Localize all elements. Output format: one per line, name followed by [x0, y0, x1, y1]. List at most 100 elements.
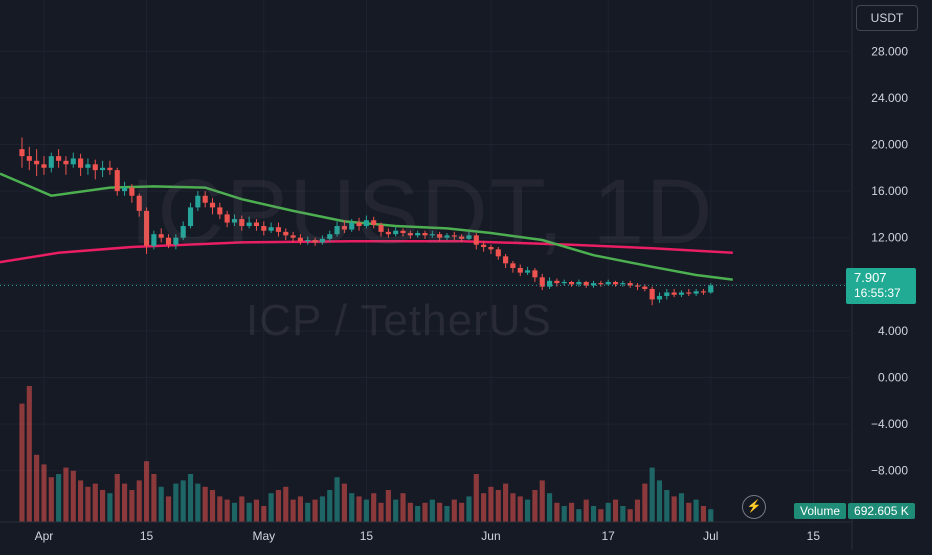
candle-body	[136, 195, 142, 211]
volume-bar	[700, 506, 707, 522]
volume-bar	[231, 502, 238, 522]
x-tick-label: 15	[140, 529, 154, 543]
candle-body	[693, 291, 699, 294]
x-tick-label: Jul	[703, 529, 718, 543]
volume-bar	[363, 499, 369, 522]
candle-body	[268, 227, 274, 231]
volume-bar	[598, 509, 604, 522]
candle-body	[627, 283, 633, 286]
volume-bar	[92, 483, 98, 522]
candle-body	[590, 283, 597, 286]
volume-bar	[561, 506, 567, 522]
candle-body	[327, 234, 333, 239]
candle-body	[209, 202, 216, 208]
candle-body	[187, 207, 194, 227]
candle-body	[708, 285, 714, 293]
candle-body	[686, 292, 692, 294]
volume-bar	[371, 493, 377, 522]
candle-body	[407, 233, 413, 236]
candle-body	[488, 247, 494, 250]
candle-body	[671, 292, 677, 295]
candle-body	[312, 240, 318, 243]
volume-bar	[26, 386, 32, 522]
volume-bar	[583, 499, 589, 522]
volume-bar	[437, 502, 443, 522]
volume-bar	[459, 502, 465, 522]
candle-body	[656, 295, 663, 300]
candle-body	[180, 226, 186, 238]
volume-bar	[466, 496, 472, 522]
volume-bar	[620, 506, 626, 522]
volume-bar	[539, 480, 545, 522]
candle-body	[525, 270, 531, 273]
volume-bar	[649, 467, 655, 522]
y-tick-label: 20.000	[871, 137, 908, 151]
volume-bar	[34, 454, 40, 522]
volume-bar	[393, 499, 399, 522]
volume-bar	[78, 480, 84, 522]
candle-body	[568, 281, 575, 285]
volume-bar	[378, 502, 384, 522]
volume-bar	[473, 474, 479, 522]
candle-body	[48, 156, 54, 168]
volume-bar	[503, 483, 509, 522]
volume-bar	[341, 483, 347, 522]
volume-bar	[327, 490, 333, 522]
lightning-icon[interactable]: ⚡	[742, 495, 766, 519]
volume-bar	[422, 502, 428, 522]
volume-bar	[671, 496, 677, 522]
candle-body	[283, 231, 289, 236]
volume-bar	[385, 490, 391, 522]
candle-body	[78, 158, 84, 168]
volume-bar	[297, 496, 303, 522]
symbol-watermark: ICPUSDT, 1D	[130, 161, 715, 263]
candle-body	[63, 160, 69, 165]
volume-bar	[48, 477, 54, 522]
volume-bar	[451, 499, 457, 522]
candle-body	[554, 280, 560, 284]
volume-bar	[319, 496, 325, 522]
volume-bar	[656, 480, 663, 522]
volume-bar	[56, 474, 62, 522]
currency-selector[interactable]: USDT	[856, 5, 918, 31]
candle-body	[231, 219, 238, 223]
x-tick-label: 15	[807, 529, 821, 543]
candle-body	[41, 164, 47, 168]
volume-bar	[605, 502, 611, 522]
candle-body	[92, 164, 98, 171]
candle-body	[356, 222, 362, 227]
candle-body	[473, 235, 479, 245]
candle-body	[576, 281, 582, 285]
candle-body	[275, 227, 282, 232]
volume-bar	[488, 486, 494, 522]
volume-bar	[576, 509, 582, 522]
volume-bar	[180, 480, 186, 522]
candle-body	[290, 235, 296, 238]
volume-bar	[510, 493, 516, 522]
volume-label: Volume	[794, 503, 847, 519]
volume-bar	[642, 483, 648, 522]
candle-body	[481, 244, 487, 248]
volume-bar	[664, 490, 670, 522]
candle-body	[422, 233, 428, 236]
volume-bar	[283, 486, 289, 522]
x-tick-label: Jun	[481, 529, 500, 543]
ma-slow-line	[0, 239, 733, 264]
candle-body	[437, 234, 443, 238]
pair-name-watermark: ICP / TetherUS	[246, 296, 552, 345]
x-tick-label: 15	[360, 529, 374, 543]
candle-body	[224, 214, 230, 223]
volume-bar	[547, 493, 553, 522]
candle-body	[503, 256, 509, 264]
volume-bar	[356, 496, 362, 522]
candle-body	[195, 195, 201, 208]
volume-bar	[136, 480, 142, 522]
candle-body	[158, 234, 164, 238]
candle-body	[547, 280, 553, 287]
y-tick-label: 0.000	[878, 371, 908, 385]
candle-body	[349, 222, 355, 230]
volume-bar	[290, 499, 296, 522]
candle-body	[100, 167, 106, 171]
